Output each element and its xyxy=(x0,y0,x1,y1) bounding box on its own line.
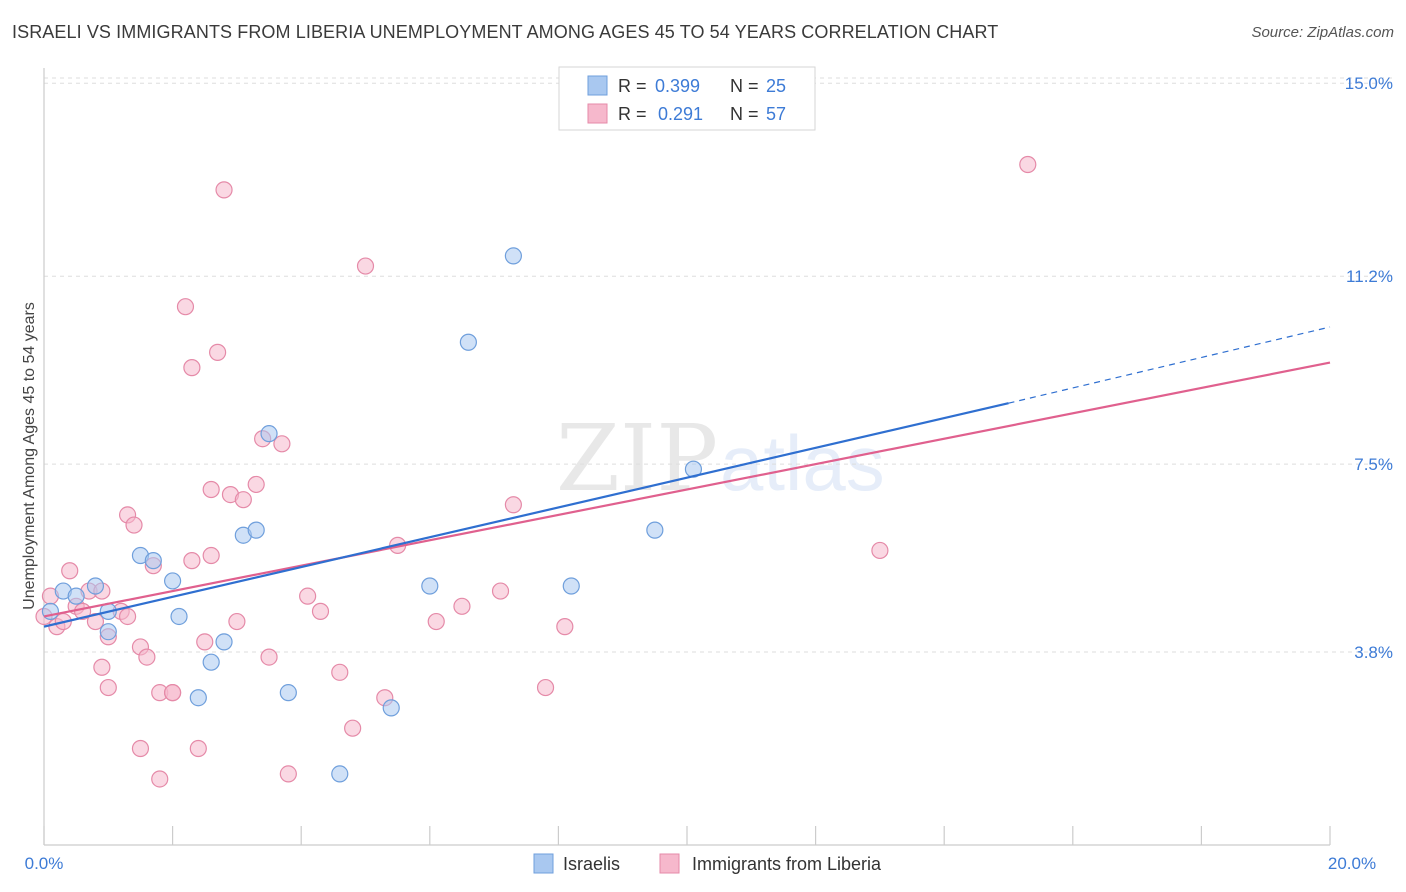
data-point-israelis xyxy=(202,653,220,671)
data-point-israelis xyxy=(215,633,233,651)
data-point-liberia xyxy=(189,739,207,758)
data-point-liberia xyxy=(491,582,510,600)
data-point-liberia xyxy=(311,602,330,620)
data-point-israelis xyxy=(170,607,188,626)
legend-n-label-1: N = xyxy=(730,76,759,96)
data-point-liberia xyxy=(125,516,143,534)
y-tick-labels: 3.8% 7.5% 11.2% 15.0% xyxy=(1345,74,1393,662)
legend-r-label-2: R = xyxy=(618,104,647,124)
data-point-israelis xyxy=(382,699,400,717)
data-point-liberia xyxy=(536,678,555,697)
data-point-liberia xyxy=(183,359,201,377)
data-point-liberia xyxy=(131,739,150,758)
data-point-liberia xyxy=(504,496,522,514)
data-point-israelis xyxy=(164,572,182,590)
legend-n-value-2: 57 xyxy=(766,104,786,124)
data-point-liberia xyxy=(228,612,246,631)
data-point-liberia xyxy=(556,618,574,636)
trend-line-israelis xyxy=(43,402,1009,628)
trend-line-liberia xyxy=(43,361,1331,618)
legend-bottom-swatch-israelis xyxy=(533,853,554,874)
data-point-liberia xyxy=(164,684,182,702)
data-point-liberia xyxy=(427,612,445,631)
watermark: ZIP atlas xyxy=(556,405,885,512)
data-point-liberia xyxy=(93,658,111,676)
data-point-israelis xyxy=(279,684,297,702)
data-point-liberia xyxy=(279,765,297,783)
data-point-liberia xyxy=(260,648,278,666)
data-point-liberia xyxy=(331,663,349,681)
legend-bottom-swatch-liberia xyxy=(659,853,680,874)
data-point-liberia xyxy=(453,597,471,615)
y-tick-label: 7.5% xyxy=(1354,455,1393,474)
y-tick-label: 11.2% xyxy=(1346,267,1393,286)
legend-top: R = 0.399 N = 25 R = 0.291 N = 57 xyxy=(558,66,816,131)
data-point-israelis xyxy=(646,521,664,539)
trend-line-israelis-extension xyxy=(1008,326,1331,404)
data-point-liberia xyxy=(1019,155,1037,174)
data-point-israelis xyxy=(189,689,207,707)
data-point-israelis xyxy=(260,425,278,443)
watermark-atlas: atlas xyxy=(720,419,885,507)
data-point-liberia xyxy=(234,491,252,509)
data-point-liberia xyxy=(138,648,156,666)
data-point-liberia xyxy=(299,587,317,605)
legend-n-label-2: N = xyxy=(730,104,759,124)
legend-r-value-1: 0.399 xyxy=(655,76,700,96)
data-point-israelis xyxy=(421,577,439,595)
data-point-liberia xyxy=(196,633,214,651)
y-axis-label: Unemployment Among Ages 45 to 54 years xyxy=(21,302,38,610)
data-point-israelis xyxy=(144,552,162,570)
legend-n-value-1: 25 xyxy=(766,76,786,96)
data-point-liberia xyxy=(176,298,195,316)
x-tick-label-min: 0.0% xyxy=(25,854,64,873)
data-point-liberia xyxy=(86,612,105,631)
legend-bottom-label-israelis: Israelis xyxy=(563,854,620,874)
data-point-liberia xyxy=(151,770,169,788)
series-liberia-points xyxy=(35,155,1037,788)
chart-source: Source: ZipAtlas.com xyxy=(1251,24,1394,41)
data-point-liberia xyxy=(183,552,201,570)
y-tick-label: 15.0% xyxy=(1345,74,1393,93)
data-point-liberia xyxy=(871,541,889,560)
data-point-israelis xyxy=(459,333,477,351)
grid-lines xyxy=(44,77,1393,653)
data-point-israelis xyxy=(331,765,349,783)
x-axis-ticks xyxy=(43,826,1331,845)
series-israelis-points xyxy=(41,247,703,783)
data-point-liberia xyxy=(61,562,79,580)
trend-lines xyxy=(43,326,1331,628)
data-point-liberia xyxy=(202,546,220,565)
data-point-liberia xyxy=(209,343,227,361)
legend-swatch-israelis xyxy=(587,75,608,96)
watermark-zip: ZIP xyxy=(556,405,718,512)
data-point-liberia xyxy=(273,435,291,453)
legend-bottom: Israelis Immigrants from Liberia xyxy=(533,853,882,874)
chart-title: ISRAELI VS IMMIGRANTS FROM LIBERIA UNEMP… xyxy=(12,22,999,42)
data-point-liberia xyxy=(356,257,375,275)
data-point-liberia xyxy=(247,475,265,494)
data-point-israelis xyxy=(504,247,522,265)
data-point-israelis xyxy=(247,521,265,539)
data-point-liberia xyxy=(202,480,220,499)
data-point-liberia xyxy=(344,719,362,737)
data-point-israelis xyxy=(99,623,117,641)
data-point-israelis xyxy=(562,577,580,595)
data-point-israelis xyxy=(86,577,105,595)
data-point-liberia xyxy=(118,607,137,626)
legend-r-label-1: R = xyxy=(618,76,647,96)
data-point-israelis xyxy=(67,587,85,605)
data-point-liberia xyxy=(215,181,233,199)
legend-swatch-liberia xyxy=(587,103,608,124)
y-tick-label: 3.8% xyxy=(1354,643,1393,662)
data-point-liberia xyxy=(99,678,117,697)
legend-r-value-2: 0.291 xyxy=(658,104,703,124)
x-tick-label-max: 20.0% xyxy=(1328,854,1376,873)
legend-bottom-label-liberia: Immigrants from Liberia xyxy=(692,854,882,874)
